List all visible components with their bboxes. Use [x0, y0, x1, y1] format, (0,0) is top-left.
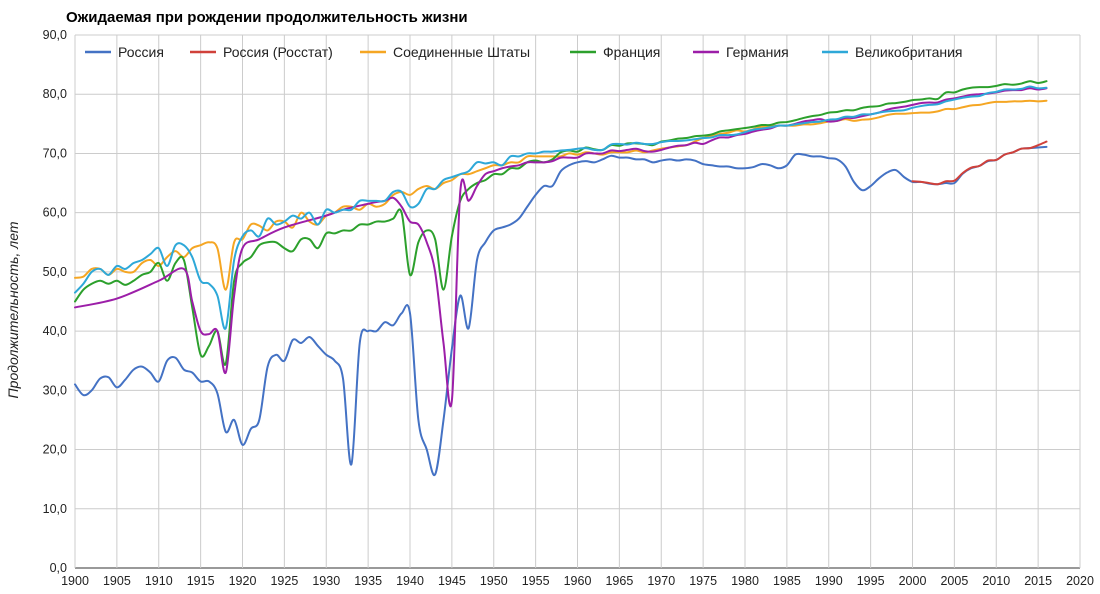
- x-tick-label: 1995: [857, 574, 885, 588]
- legend-label-1: Россия (Росстат): [223, 44, 333, 60]
- x-tick-label: 1985: [773, 574, 801, 588]
- x-tick-label: 2000: [899, 574, 927, 588]
- y-tick-label: 90,0: [43, 28, 67, 42]
- series-line-3: [74, 80, 1048, 366]
- legend-label-2: Соединенные Штаты: [393, 44, 530, 60]
- legend-label-3: Франция: [603, 44, 660, 60]
- x-tick-label: 1960: [564, 574, 592, 588]
- y-axis-ticks: 0,0 10,0 20,0 30,0 40,0 50,0 60,0 70,0 80,0 90,0: [43, 28, 67, 575]
- x-tick-label: 1915: [187, 574, 215, 588]
- series-layer: [74, 80, 1048, 477]
- y-tick-label: 30,0: [43, 383, 67, 397]
- y-tick-label: 20,0: [43, 443, 67, 457]
- y-tick-label: 40,0: [43, 324, 67, 338]
- x-tick-label: 1940: [396, 574, 424, 588]
- legend: Россия Россия (Росстат) Соединенные Штаты Ф…: [85, 44, 963, 60]
- x-tick-label: 1970: [647, 574, 675, 588]
- chart-title: Ожидаемая при рождении продолжительность…: [66, 9, 468, 26]
- legend-label-5: Великобритания: [855, 44, 963, 60]
- x-tick-label: 2010: [982, 574, 1010, 588]
- y-tick-label: 80,0: [43, 87, 67, 101]
- series-line-5: [74, 85, 1048, 330]
- series-line-1: [911, 140, 1048, 186]
- y-tick-label: 0,0: [50, 561, 67, 575]
- y-tick-label: 50,0: [43, 265, 67, 279]
- series-line-4: [74, 87, 1048, 408]
- x-tick-label: 1990: [815, 574, 843, 588]
- x-tick-label: 2020: [1066, 574, 1094, 588]
- x-tick-label: 1930: [312, 574, 340, 588]
- x-axis-ticks: 1900 1905 1910 1915 1920 1925 1930 1935 1940 1945…: [61, 574, 1094, 588]
- x-tick-label: 1920: [229, 574, 257, 588]
- x-tick-label: 1955: [522, 574, 550, 588]
- x-tick-label: 1910: [145, 574, 173, 588]
- x-tick-label: 1965: [605, 574, 633, 588]
- x-tick-label: 1980: [731, 574, 759, 588]
- x-tick-label: 1945: [438, 574, 466, 588]
- x-tick-label: 2005: [940, 574, 968, 588]
- legend-label-4: Германия: [726, 44, 789, 60]
- x-tick-label: 1935: [354, 574, 382, 588]
- x-tick-label: 1950: [480, 574, 508, 588]
- series-line-0: [74, 145, 1048, 477]
- x-tick-label: 1975: [689, 574, 717, 588]
- x-tick-label: 2015: [1024, 574, 1052, 588]
- x-tick-label: 1925: [270, 574, 298, 588]
- y-tick-label: 70,0: [43, 146, 67, 160]
- grid-layer: [74, 34, 1081, 569]
- legend-label-0: Россия: [118, 44, 164, 60]
- series-line-2: [74, 99, 1048, 291]
- y-axis-label: Продолжительность, лет: [5, 221, 21, 398]
- y-tick-label: 10,0: [43, 502, 67, 516]
- x-tick-label: 1905: [103, 574, 131, 588]
- y-tick-label: 60,0: [43, 206, 67, 220]
- x-tick-label: 1900: [61, 574, 89, 588]
